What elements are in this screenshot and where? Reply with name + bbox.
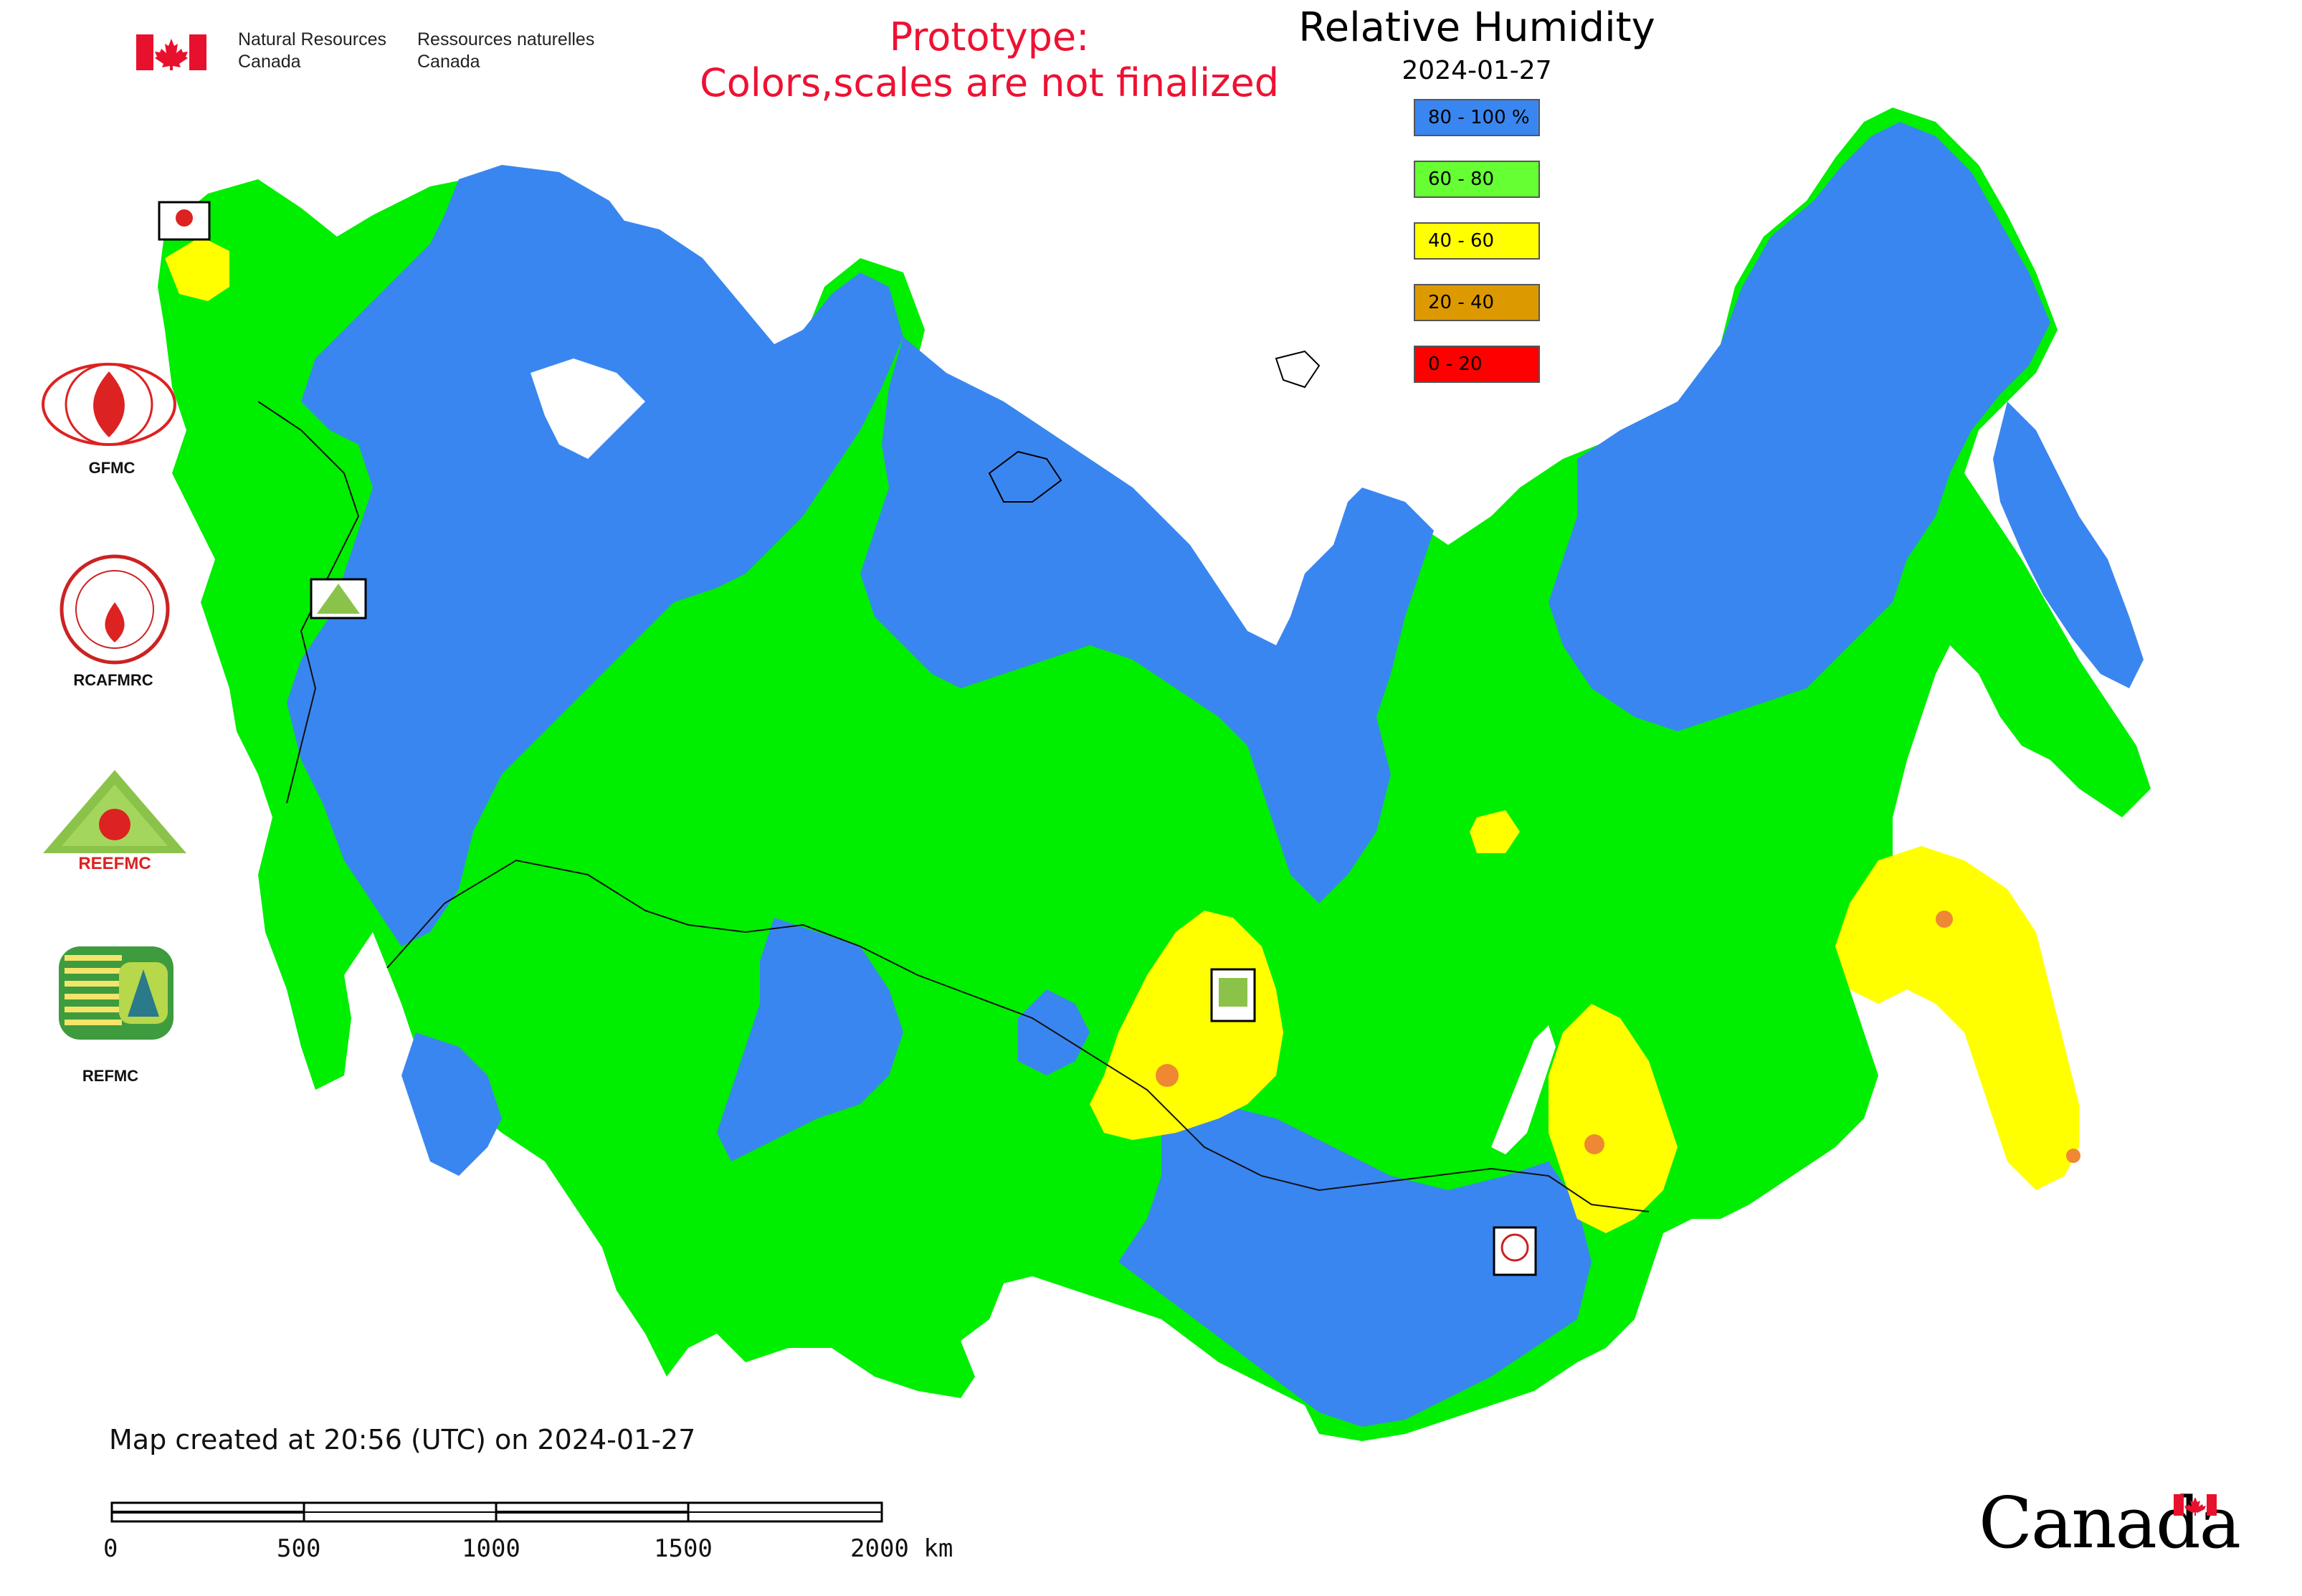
legend-swatch-60-80: 60 - 80 [1414,161,1540,198]
canada-wordmark-flag-icon [2174,1494,2217,1516]
logo-label-gfmc: GFMC [88,459,135,477]
scale-label-0: 0 [103,1534,118,1563]
white-sea [531,358,645,459]
region-yellow-far-east [1835,846,2079,1190]
nrcan-signature: Natural Resources Canada Ressources natur… [136,29,609,75]
spot-orange-sakhalin [2066,1149,2080,1163]
region-blue-yakutia [1549,122,2050,731]
severnaya-zemlya [1275,350,1321,389]
legend-swatch-0-20: 0 - 20 [1414,346,1540,383]
novaya-zemlya [988,450,1062,503]
org-name-fr: Ressources naturelles Canada [417,29,595,72]
gfmc-logo-icon [42,363,176,446]
marker-gfmc-icon[interactable] [158,201,211,241]
region-blue-caspian [401,1032,502,1176]
logo-label-rcafmrc: RCAFMRC [73,671,153,689]
region-yellow-central [1090,911,1283,1140]
region-blue-kola [459,165,631,237]
region-blue-west-kazakh [1018,989,1090,1075]
region-blue-northwest [287,172,903,946]
reefmc-triangle-logo-icon: REEFMC [43,770,186,873]
region-yellow-baikal [1549,1004,1678,1233]
region-blue-kazakh [717,918,903,1162]
marker-refmc-icon[interactable] [1210,968,1256,1022]
region-yellow-yakutsk [1470,810,1520,853]
region-blue-kamchatka [1993,402,2144,688]
scale-label-2000: 2000 km [850,1534,953,1563]
border-lines [386,859,1650,1212]
org-name-en: Natural Resources Canada [238,29,387,72]
refmc-logo-icon [59,946,173,1040]
logo-label-refmc: REFMC [82,1067,139,1085]
canada-wordmark: Canada [1979,1483,2241,1564]
border-lines-west [257,401,360,804]
map-created-text: Map created at 20:56 (UTC) on 2024-01-27 [109,1424,696,1455]
canada-flag-icon [136,34,206,70]
marker-rcafmrc-icon[interactable] [1493,1226,1537,1276]
region-blue-south-siberia [1118,1104,1592,1427]
scale-label-500: 500 [277,1534,321,1563]
prototype-notice: Prototype: Colors,scales are not finaliz… [700,14,1279,105]
spot-orange-central [1156,1064,1179,1087]
legend-swatch-80-100: 80 - 100 % [1414,99,1540,136]
lake-baikal [1491,1025,1556,1154]
scale-bar [110,1501,883,1523]
spot-orange-far-east [1936,911,1953,928]
legend-title: Relative Humidity [1298,4,1655,51]
scale-label-1000: 1000 [462,1534,520,1563]
legend-swatch-40-60: 40 - 60 [1414,222,1540,260]
legend-date: 2024-01-27 [1402,56,1552,85]
spot-orange-baikal [1584,1134,1604,1154]
marker-reefmc-icon[interactable] [310,578,367,619]
scale-label-1500: 1500 [654,1534,713,1563]
legend-swatch-20-40: 20 - 40 [1414,284,1540,321]
svg-text:REEFMC: REEFMC [78,854,151,873]
rcafmrc-logo-icon [60,554,170,665]
region-yellow-norway [165,237,229,301]
